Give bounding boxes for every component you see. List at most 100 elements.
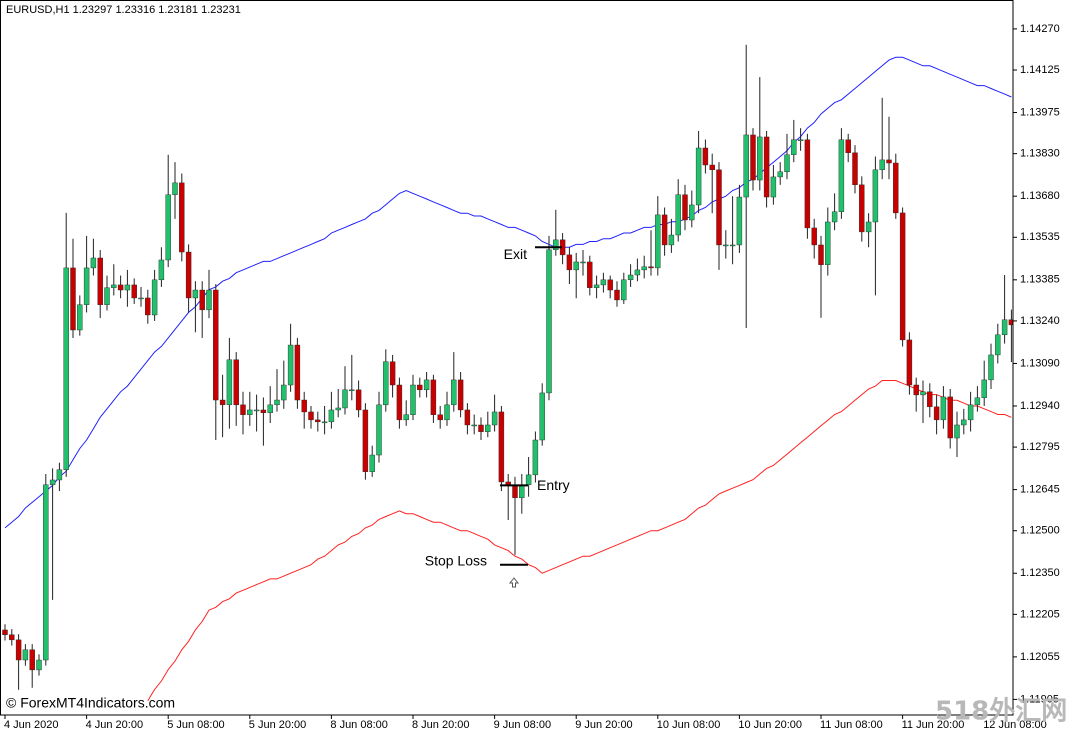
candle-body — [335, 407, 341, 411]
candle-body — [417, 384, 423, 391]
y-tick-label: 1.12350 — [1020, 567, 1060, 579]
candle-body — [423, 379, 430, 391]
y-tick-label: 1.12940 — [1020, 400, 1060, 412]
x-tick-label: 11 Jun 08:00 — [820, 719, 883, 731]
y-tick-label: 1.12205 — [1020, 608, 1060, 620]
candle-body — [145, 297, 151, 316]
candle-body — [566, 254, 573, 271]
candle-body — [1001, 319, 1008, 336]
candle-body — [546, 249, 552, 394]
candle-body — [491, 411, 498, 426]
candle-body — [736, 196, 743, 246]
candle-body — [451, 379, 457, 406]
band-line — [147, 380, 1012, 702]
candle-body — [818, 244, 824, 265]
candle-body — [70, 267, 76, 331]
candle-body — [784, 154, 790, 173]
candle-body — [131, 284, 137, 299]
candle-body — [2, 629, 8, 635]
candle-body — [444, 404, 450, 421]
x-tick-label: 4 Jun 2020 — [4, 719, 58, 731]
candle-body — [281, 384, 287, 401]
candle-body — [627, 274, 634, 281]
candle-body — [655, 214, 661, 269]
candle-body — [403, 414, 409, 421]
candle-body — [63, 267, 69, 470]
candle-body — [723, 244, 729, 247]
candle-body — [274, 399, 280, 406]
candle-body — [321, 421, 328, 424]
candle-body — [913, 384, 919, 396]
candle-body — [852, 152, 858, 186]
candle-body — [90, 257, 97, 269]
candle-body — [906, 339, 913, 386]
candle-body — [376, 404, 382, 456]
candle-body — [192, 289, 199, 299]
candle-body — [845, 139, 851, 154]
candle-body — [165, 194, 171, 261]
y-tick-label: 1.13535 — [1020, 231, 1060, 243]
y-tick-label: 1.13240 — [1020, 315, 1060, 327]
candle-body — [661, 214, 668, 246]
candle-body — [179, 182, 185, 253]
candle-body — [213, 289, 219, 401]
candle-body — [933, 406, 940, 421]
candle-body — [641, 266, 647, 271]
y-tick-label: 1.13680 — [1020, 190, 1060, 202]
candle-body — [791, 139, 797, 155]
candle-body — [532, 439, 539, 476]
candle-body — [648, 266, 654, 269]
candle-body — [206, 289, 212, 311]
candle-body — [961, 419, 967, 426]
candle-body — [478, 424, 484, 432]
candle-body — [362, 409, 369, 472]
candle-body — [512, 484, 518, 499]
candle-body — [124, 284, 131, 291]
candle-body — [920, 391, 926, 396]
candle-body — [471, 424, 477, 427]
candle-body — [199, 289, 205, 311]
candle-body — [328, 409, 335, 423]
candle-body — [927, 391, 933, 408]
candle-body — [49, 479, 56, 485]
y-tick-label: 1.12500 — [1020, 525, 1060, 537]
plot-area — [2, 44, 1013, 702]
candle-body — [22, 649, 29, 661]
x-tick-label: 12 Jun 08:00 — [983, 719, 1047, 731]
candle-body — [709, 164, 715, 171]
candle-body — [111, 284, 117, 288]
candle-body — [172, 182, 178, 195]
candle-body — [383, 361, 389, 406]
y-tick-label: 1.14125 — [1020, 64, 1060, 76]
candle-body — [151, 279, 158, 316]
x-tick-label: 10 Jun 20:00 — [738, 719, 802, 731]
plot-frame — [0, 0, 1014, 716]
x-tick-label: 11 Jun 20:00 — [902, 719, 965, 731]
candle-body — [811, 227, 817, 246]
candle-body — [804, 139, 811, 229]
candle-body — [457, 379, 464, 411]
candle-body — [287, 344, 294, 386]
candle-body — [621, 279, 627, 301]
candle-body — [464, 409, 471, 426]
candle-body — [865, 221, 872, 233]
candle-body — [668, 234, 675, 246]
candle-body — [886, 159, 892, 164]
candle-body — [763, 136, 770, 198]
candle-body — [185, 251, 192, 299]
y-tick-label: 1.13385 — [1020, 274, 1060, 286]
x-tick-label: 5 Jun 20:00 — [249, 719, 306, 731]
candle-body — [777, 171, 783, 178]
band-line — [4, 56, 1012, 529]
candle-body — [29, 649, 35, 671]
y-tick-label: 1.13830 — [1020, 148, 1060, 160]
candle-body — [954, 424, 960, 439]
candle-body — [36, 659, 42, 671]
y-tick-label: 1.12055 — [1020, 651, 1060, 663]
y-tick-label: 1.13975 — [1020, 106, 1060, 118]
candle-body — [974, 397, 981, 406]
candle-body — [689, 204, 695, 221]
arrow-icon — [508, 577, 520, 588]
candle-body — [56, 469, 63, 481]
candle-body — [675, 194, 681, 236]
